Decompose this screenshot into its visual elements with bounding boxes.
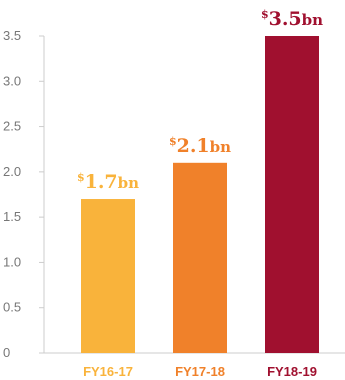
value-labels: $1.7bn$2.1bn$3.5bn [77, 8, 323, 193]
value-label-suffix: bn [118, 174, 139, 192]
y-tick-label: 1.0 [3, 254, 21, 269]
y-tick-label: 2.0 [3, 164, 21, 179]
value-label-prefix: $ [77, 171, 85, 184]
bars [81, 36, 319, 353]
value-label-suffix: bn [210, 138, 231, 156]
bar-fy18-19 [265, 36, 319, 353]
bar-fy16-17 [81, 199, 135, 353]
bar-fy17-18 [173, 162, 227, 353]
category-label: FY17-18 [175, 364, 225, 379]
value-label-prefix: $ [169, 135, 177, 148]
y-tick-label: 1.5 [3, 209, 21, 224]
y-tick-label: 3.5 [3, 28, 21, 43]
category-label: FY16-17 [83, 364, 133, 379]
value-label: $1.7bn [77, 171, 139, 193]
category-label: FY18-19 [267, 364, 317, 379]
y-tick-label: 0.5 [3, 300, 21, 315]
value-label-prefix: $ [261, 8, 269, 21]
value-label: $2.1bn [169, 135, 231, 157]
value-label-number: 2.1 [177, 135, 210, 157]
y-tick-label: 3.0 [3, 73, 21, 88]
y-tick-label: 2.5 [3, 119, 21, 134]
value-label-suffix: bn [302, 11, 323, 29]
value-label-number: 1.7 [85, 171, 118, 193]
y-tick-label: 0 [3, 345, 10, 360]
value-label-number: 3.5 [269, 8, 302, 30]
value-label: $3.5bn [261, 8, 323, 30]
y-axis: 0 0.5 1.0 1.5 2.0 2.5 3.0 3.5 [3, 28, 345, 360]
category-labels: FY16-17 FY17-18 FY18-19 [83, 364, 317, 379]
